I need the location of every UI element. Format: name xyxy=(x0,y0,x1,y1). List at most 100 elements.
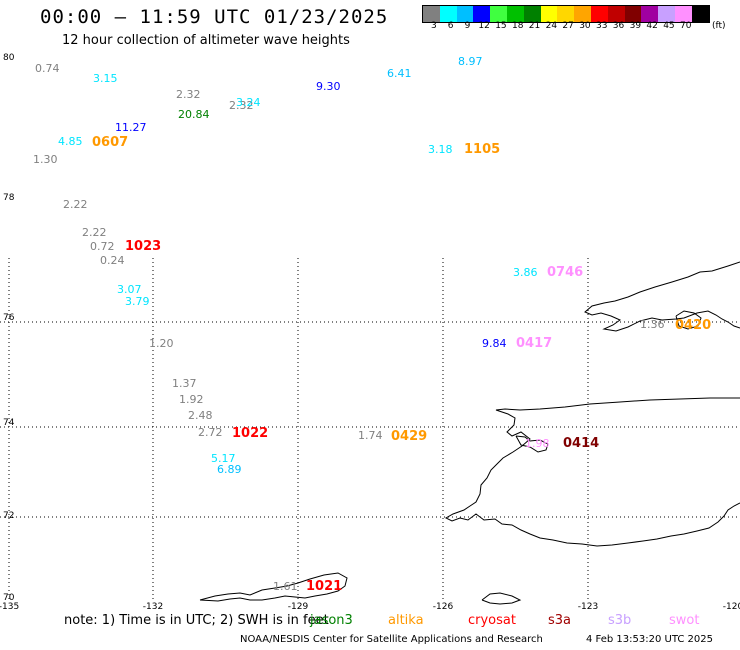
color-scale-label: 30 xyxy=(579,21,591,31)
wave-height-value: 2.48 xyxy=(188,409,213,422)
pass-time-label: 0417 xyxy=(516,336,552,351)
color-scale-label: 15 xyxy=(495,21,507,31)
color-scale-label: 33 xyxy=(596,21,608,31)
color-scale-label: 27 xyxy=(562,21,574,31)
coastline xyxy=(199,261,740,605)
footer-timestamp: 4 Feb 13:53:20 UTC 2025 xyxy=(586,634,713,645)
wave-height-value: 3.15 xyxy=(93,72,118,85)
wave-height-value: 6.41 xyxy=(387,67,412,80)
wave-height-value: 3.24 xyxy=(236,96,261,109)
color-scale-label: 42 xyxy=(646,21,658,31)
color-scale-label: 70 xyxy=(680,21,692,31)
lon-tick-label: -132 xyxy=(143,602,163,612)
satellite-legend-swot: swot xyxy=(669,613,700,628)
wave-height-value: 11.27 xyxy=(115,121,147,134)
color-swatch-11 xyxy=(607,6,625,22)
lon-tick-label: -126 xyxy=(433,602,454,612)
footer-note: note: 1) Time is in UTC; 2) SWH is in fe… xyxy=(64,613,329,628)
color-swatch-7 xyxy=(540,6,558,22)
wave-height-value: 0.24 xyxy=(100,254,125,267)
color-swatch-8 xyxy=(557,6,575,22)
color-swatch-9 xyxy=(574,6,591,22)
color-scale-label: 6 xyxy=(447,21,454,31)
satellite-legend-s3b: s3b xyxy=(608,613,632,628)
color-scale-label: 12 xyxy=(478,21,490,31)
color-scale-units: (ft) xyxy=(712,21,726,31)
wave-height-value: 1.61 xyxy=(273,580,298,593)
satellite-legend-jason3: jason3 xyxy=(310,613,353,628)
coastline-mainland xyxy=(444,397,740,547)
color-scale-label: 3 xyxy=(431,21,437,31)
color-scale-label: 24 xyxy=(545,21,558,31)
color-swatch-10 xyxy=(590,6,608,22)
lat-tick-label: 74 xyxy=(3,418,15,428)
lat-tick-label: 72 xyxy=(3,511,14,521)
wave-height-value: 2.32 xyxy=(229,99,254,112)
lat-tick-label: 70 xyxy=(3,593,15,603)
wave-height-value: 1.36 xyxy=(640,318,665,331)
wave-height-value: 3.07 xyxy=(117,283,142,296)
color-swatch-2 xyxy=(456,6,474,22)
color-swatch-16 xyxy=(691,6,709,22)
wave-height-observations: 0.743.152.329.306.418.972.323.2420.8411.… xyxy=(33,55,711,594)
color-swatch-6 xyxy=(523,6,541,22)
pass-time-label: 0746 xyxy=(547,265,583,280)
color-scale-label: 21 xyxy=(528,21,541,31)
wave-height-value: 0.72 xyxy=(90,240,115,253)
color-swatch-15 xyxy=(674,6,692,22)
pass-time-label: 0420 xyxy=(675,318,711,333)
satellite-legend-cryosat: cryosat xyxy=(468,613,516,628)
wave-height-value: 1.37 xyxy=(172,377,197,390)
color-scale-label: 39 xyxy=(629,21,642,31)
wave-height-value: 1.74 xyxy=(358,429,383,442)
pass-time-label: 0607 xyxy=(92,135,128,150)
wave-height-value: 1.98 xyxy=(525,437,550,450)
color-scale-label: 18 xyxy=(512,21,524,31)
wave-height-value: 1.30 xyxy=(33,153,58,166)
satellite-legend-altika: altika xyxy=(388,613,424,628)
wave-height-value: 2.72 xyxy=(198,426,223,439)
pass-time-label: 1022 xyxy=(232,426,268,441)
color-scale-label: 9 xyxy=(464,21,471,31)
wave-height-value: 9.84 xyxy=(482,337,507,350)
satellite-legend-s3a: s3a xyxy=(548,613,572,628)
color-swatch-12 xyxy=(624,6,642,22)
color-scale-bar xyxy=(422,5,710,23)
wave-height-value: 9.30 xyxy=(316,80,341,93)
pass-time-label: 0429 xyxy=(391,429,427,444)
wave-height-value: 3.79 xyxy=(125,295,150,308)
lat-tick-label: 80 xyxy=(3,53,15,63)
coastline-cape-bathurst xyxy=(515,435,549,453)
color-scale-labels: 3 6 9 12 15 18 21 24 27 30 33 36 39 42 45 70 xyxy=(422,21,740,33)
wave-height-value: 1.20 xyxy=(149,337,174,350)
lat-tick-label: 76 xyxy=(3,313,15,323)
wave-height-value: 1.92 xyxy=(179,393,204,406)
wave-height-value: 20.84 xyxy=(178,108,210,121)
lon-tick-label: -135 xyxy=(0,602,19,612)
coastline-banks-island xyxy=(584,261,740,332)
color-swatch-14 xyxy=(658,6,675,22)
wave-height-value: 6.89 xyxy=(217,463,242,476)
color-swatch-3 xyxy=(473,6,491,22)
coastline-island-ne xyxy=(675,310,702,330)
wave-height-value: 0.74 xyxy=(35,62,60,75)
coastline-south-islands xyxy=(199,572,348,602)
lon-tick-label: -120 xyxy=(723,602,740,612)
wave-height-value: 5.17 xyxy=(211,452,236,465)
lon-tick-label: -129 xyxy=(288,602,309,612)
wave-height-value: 3.18 xyxy=(428,143,453,156)
pass-time-label: 1105 xyxy=(464,142,500,157)
color-swatch-13 xyxy=(641,6,659,22)
pass-time-label: 1023 xyxy=(125,239,161,254)
wave-height-value: 2.22 xyxy=(63,198,88,211)
color-swatch-5 xyxy=(506,6,524,22)
lat-tick-label: 78 xyxy=(3,193,15,203)
wave-height-value: 2.32 xyxy=(176,88,201,101)
wave-height-value: 3.86 xyxy=(513,266,538,279)
wave-height-value: 4.85 xyxy=(58,135,83,148)
color-swatch-4 xyxy=(490,6,507,22)
color-swatch-1 xyxy=(439,6,457,22)
lon-tick-label: -123 xyxy=(578,602,598,612)
